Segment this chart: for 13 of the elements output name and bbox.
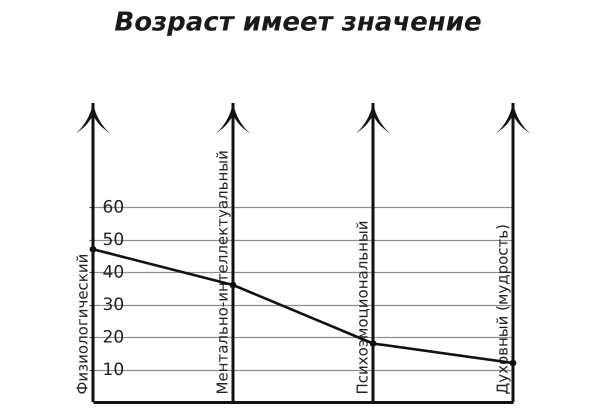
- x-tick-label: Духовный (мудрость): [494, 224, 512, 394]
- x-tick-label: Физиологический: [74, 254, 92, 394]
- chart-title: Возраст имеет значение: [114, 8, 482, 38]
- y-tick-label: 20: [102, 328, 124, 348]
- x-tick-label: Психоэмоциональный: [354, 220, 372, 394]
- point: [90, 246, 96, 253]
- x-tick-label: Ментально-интеллектуальный: [214, 150, 232, 394]
- y-tick-label: 50: [102, 230, 124, 250]
- y-tick-label: 40: [102, 262, 124, 282]
- y-tick-label: 10: [102, 360, 124, 380]
- y-tick-label: 60: [102, 198, 124, 218]
- point: [370, 340, 376, 347]
- y-tick-label: 30: [102, 295, 124, 315]
